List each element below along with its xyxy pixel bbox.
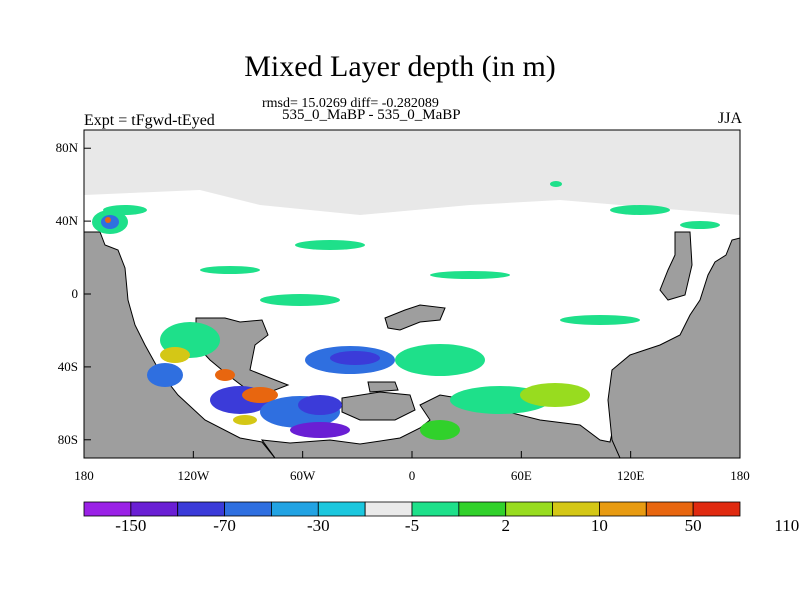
- y-tick-label: 0: [71, 286, 79, 301]
- chart-title: Mixed Layer depth (in m): [244, 50, 556, 83]
- colorbar-label: 10: [590, 516, 608, 535]
- x-tick-label: 120E: [616, 468, 645, 483]
- colorbar-swatch: [505, 501, 553, 517]
- colorbar-swatch: [130, 501, 179, 517]
- land-west: [83, 231, 277, 459]
- land-north-east: [659, 231, 693, 301]
- colorbar: [83, 501, 741, 517]
- anomaly-patches: [92, 181, 720, 440]
- map-area: [83, 129, 741, 459]
- colorbar-swatch: [364, 501, 413, 517]
- y-tick-label: 80S: [57, 431, 78, 447]
- colorbar-swatch: [692, 501, 741, 517]
- colorbar-label: 50: [684, 516, 702, 535]
- colorbar-swatch: [645, 501, 694, 517]
- land-inner-2: [341, 391, 416, 421]
- colorbar-label: -150: [115, 516, 147, 535]
- colorbar-swatch: [271, 501, 319, 517]
- y-tick-label: 40N: [55, 213, 78, 229]
- x-tick-label: 180: [74, 468, 94, 483]
- colorbar-label: 2: [501, 516, 510, 535]
- colorbar-swatch: [599, 501, 647, 517]
- chart-subtitle: 535_0_MaBP - 535_0_MaBP: [282, 107, 461, 123]
- axis-ticks: [83, 147, 741, 458]
- season-label: JJA: [717, 110, 742, 127]
- colorbar-label: -70: [213, 516, 236, 535]
- land-east: [607, 237, 741, 459]
- colorbar-label: 110: [774, 516, 800, 535]
- stats-text: rmsd= 15.0269 diff= -0.282089: [262, 96, 439, 111]
- colorbar-label: -30: [306, 516, 330, 535]
- x-tick-label: 120W: [177, 468, 210, 483]
- x-tick-label: 180: [730, 468, 750, 483]
- colorbar-swatch: [317, 501, 366, 517]
- experiment-label: Expt = tFgwd-tEyed: [84, 112, 215, 129]
- colorbar-swatch: [458, 501, 507, 517]
- colorbar-swatch: [177, 501, 225, 517]
- colorbar-label: -5: [404, 516, 420, 535]
- colorbar-swatch: [411, 501, 460, 517]
- y-tick-label: 40S: [57, 358, 78, 374]
- x-tick-label: 0: [408, 468, 416, 483]
- x-tick-label: 60W: [290, 468, 316, 483]
- colorbar-swatch: [224, 501, 272, 517]
- land-inner-3: [384, 304, 446, 331]
- colorbar-swatch: [552, 501, 600, 517]
- land-masses: [83, 231, 741, 459]
- y-tick-label: 80N: [55, 140, 78, 156]
- x-tick-label: 60E: [510, 468, 532, 483]
- colorbar-swatch: [83, 501, 132, 517]
- land-inner-4: [367, 381, 399, 393]
